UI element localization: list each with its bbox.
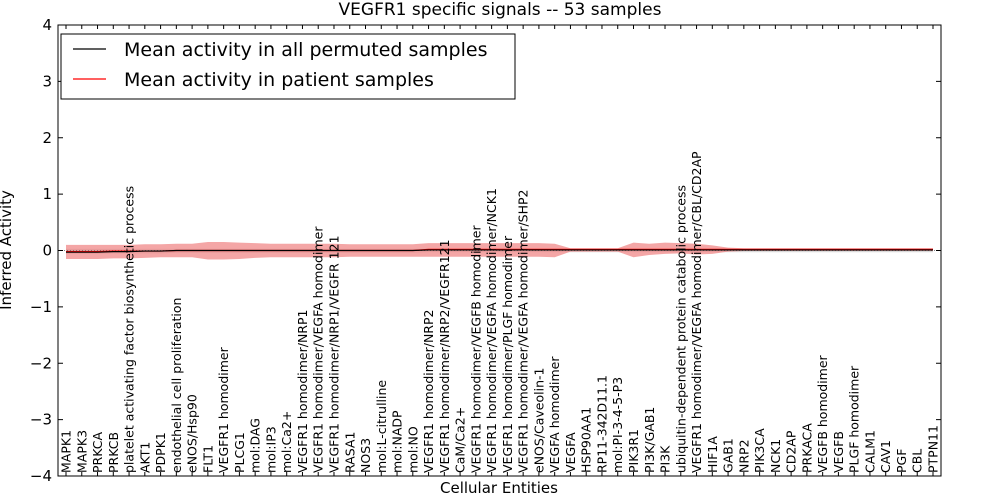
x-tick-label: MAPK1 xyxy=(59,430,74,473)
x-tick-label: mol:NO xyxy=(405,426,420,473)
x-tick-label: VEGFR1 homodimer/NRP2/VEGFR121 xyxy=(437,239,452,473)
y-axis: −4 −3 −2 −1 0 1 2 3 4 xyxy=(30,16,941,485)
x-tick-label: PLGF homodimer xyxy=(847,365,862,473)
legend-label-permuted: Mean activity in all permuted samples xyxy=(124,39,487,61)
x-tick-label: FLT1 xyxy=(200,445,215,473)
x-tick-label: PRKCA xyxy=(90,432,105,473)
series-line-permuted xyxy=(66,249,933,253)
x-tick-label: CALM1 xyxy=(862,430,877,473)
x-tick-label: mol:PI-3-4-5-P3 xyxy=(610,377,625,473)
x-tick-label: PLCG1 xyxy=(232,432,247,473)
x-tick-label: VEGFR1 homodimer/VEGFB homodimer xyxy=(468,225,483,473)
x-tick-label: CD2AP xyxy=(784,430,799,473)
x-axis: MAPK1 MAPK3 PRKCA PRKCB platelet activating … xyxy=(59,25,941,476)
x-tick-label: VEGFR1 homodimer xyxy=(216,346,231,473)
plot-layer xyxy=(58,242,941,260)
x-tick-label: PRKACA xyxy=(799,423,814,473)
x-tick-label: mol:Ca2+ xyxy=(279,411,294,473)
x-tick-label: PRKCB xyxy=(106,432,121,473)
x-tick-label: mol:L-citrulline xyxy=(374,380,389,473)
x-tick-label: CBL xyxy=(910,449,925,473)
x-tick-label: MAPK3 xyxy=(74,430,89,473)
x-tick-label: PI3K xyxy=(658,445,673,473)
x-tick-label: RP11-342D11.1 xyxy=(594,375,609,473)
x-tick-label: eNOS/Hsp90 xyxy=(185,394,200,473)
x-tick-label: PI3K/GAB1 xyxy=(642,407,657,473)
x-tick-label: AKT1 xyxy=(137,442,152,473)
legend: Mean activity in all permuted samples Me… xyxy=(60,33,516,100)
x-tick-label: HSP90AA1 xyxy=(579,407,594,473)
x-tick-label: VEGFB homodimer xyxy=(815,354,830,473)
x-tick-label: RASA1 xyxy=(342,432,357,473)
y-tick-label: 1 xyxy=(42,185,52,203)
x-tick-label: VEGFR1 homodimer/NRP1/VEGFR 121 xyxy=(326,235,341,473)
y-tick-label: −4 xyxy=(30,467,52,485)
x-tick-label: endothelial cell proliferation xyxy=(169,298,184,473)
x-tick-label: platelet activating factor biosynthetic … xyxy=(122,186,137,473)
x-tick-label: mol:IP3 xyxy=(263,426,278,473)
x-tick-label: NCK1 xyxy=(768,439,783,473)
x-tick-label: VEGFR1 homodimer/VEGFA homodimer/CBL/CD2… xyxy=(689,151,704,473)
x-tick-label: eNOS/Caveolin-1 xyxy=(531,368,546,473)
x-axis-label: Cellular Entities xyxy=(440,479,558,497)
x-tick-label: VEGFR1 homodimer/PLGF homodimer xyxy=(500,235,515,473)
x-tick-label: ubiquitin-dependent protein catabolic pr… xyxy=(673,185,688,473)
y-tick-label: 0 xyxy=(42,242,52,260)
x-tick-label: PTPN11 xyxy=(926,425,941,473)
x-tick-label: GAB1 xyxy=(721,438,736,473)
y-tick-label: −3 xyxy=(30,411,52,429)
x-tick-label: VEGFR1 homodimer/VEGFA homodimer xyxy=(311,226,326,473)
x-tick-label: VEGFA homodimer xyxy=(547,356,562,473)
x-tick-label: mol:NADP xyxy=(390,410,405,473)
x-tick-label: PIK3CA xyxy=(752,428,767,473)
x-tick-label: HIF1A xyxy=(705,436,720,473)
x-tick-label: PDPK1 xyxy=(153,432,168,473)
x-tick-label: VEGFR1 homodimer/NRP1 xyxy=(295,310,310,473)
x-tick-label: PGF xyxy=(894,449,909,473)
x-tick-label: NOS3 xyxy=(358,438,373,473)
x-tick-label: CaM/Ca2+ xyxy=(453,407,468,473)
y-tick-label: −2 xyxy=(30,354,52,372)
x-tick-label: VEGFR1 homodimer/VEGFA homodimer/NCK1 xyxy=(484,188,499,473)
x-tick-label: VEGFR1 homodimer/VEGFA homodimer/SHP2 xyxy=(516,189,531,473)
x-tick-label: CAV1 xyxy=(878,440,893,473)
y-tick-label: −1 xyxy=(30,298,52,316)
y-tick-label: 4 xyxy=(42,16,52,34)
x-tick-label: VEGFA xyxy=(563,432,578,473)
legend-label-patient: Mean activity in patient samples xyxy=(124,69,434,91)
x-tick-label: PIK3R1 xyxy=(626,429,641,473)
y-tick-label: 3 xyxy=(42,72,52,90)
x-tick-label: NRP2 xyxy=(736,439,751,473)
x-tick-label: VEGFB xyxy=(831,431,846,473)
chart-title: VEGFR1 specific signals -- 53 samples xyxy=(339,0,662,20)
x-tick-label: VEGFR1 homodimer/NRP2 xyxy=(421,310,436,473)
x-tick-label: mol:DAG xyxy=(248,418,263,473)
y-tick-label: 2 xyxy=(42,129,52,147)
legend-box xyxy=(60,33,516,100)
y-axis-label: Inferred Activity xyxy=(0,190,15,310)
